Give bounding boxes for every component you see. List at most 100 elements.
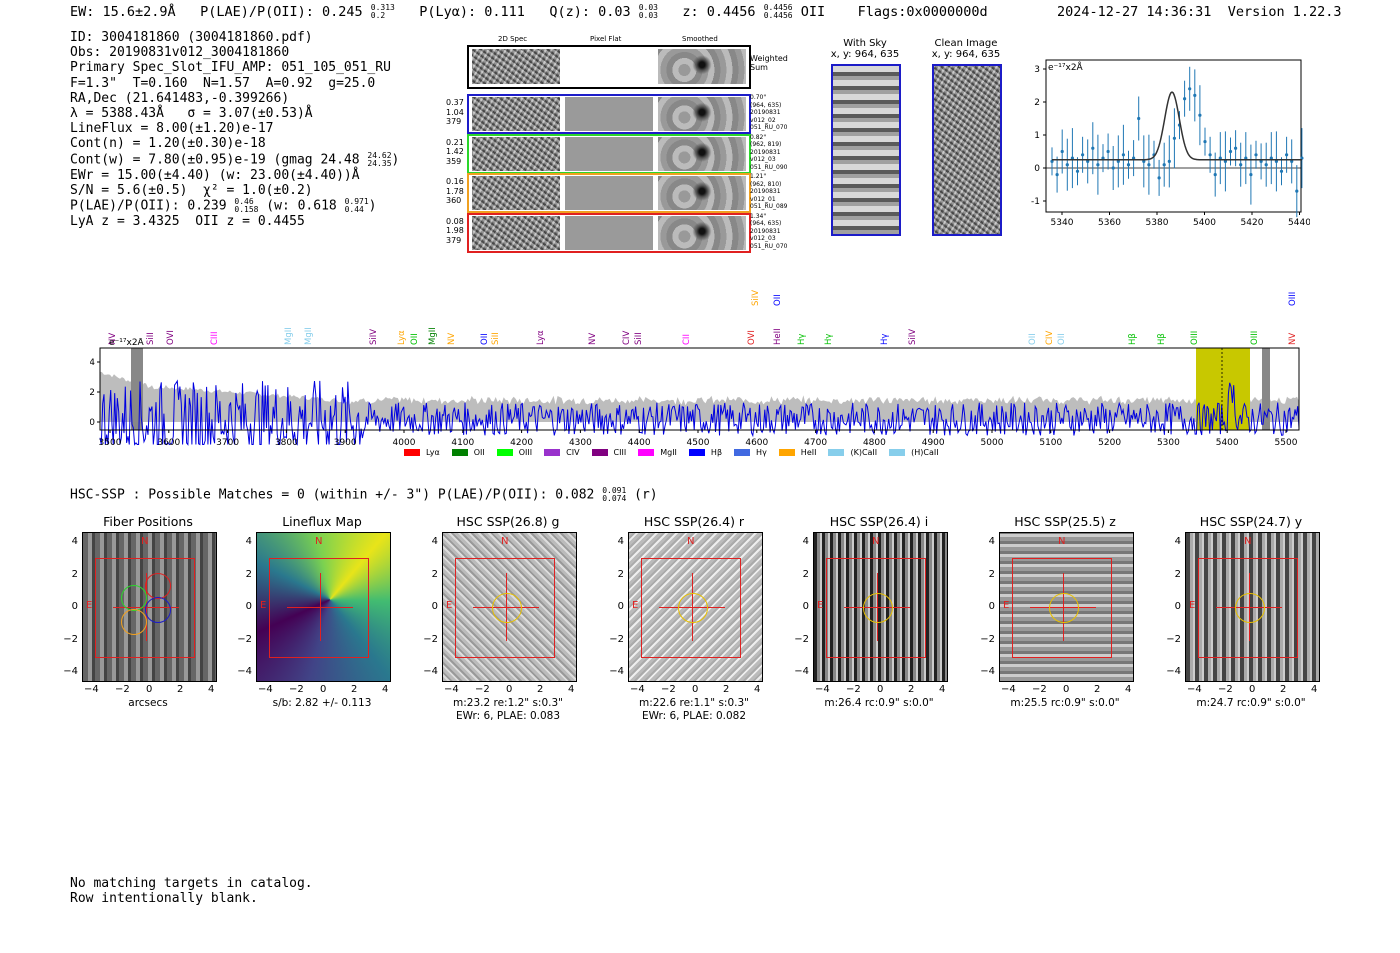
full-xtick-label: 4200 bbox=[510, 438, 533, 448]
east-label: E bbox=[1189, 600, 1196, 611]
hsc-panel-image-1: N E bbox=[256, 532, 391, 682]
cutout-left-meta-0: 0.37 1.04 379 bbox=[446, 98, 464, 126]
legend-entry: Hγ bbox=[734, 448, 767, 457]
hsc-x-axis-1: −4 −2 0 2 4 bbox=[258, 684, 389, 695]
full-ytick-label: 4 bbox=[90, 358, 95, 368]
cutout-flat-2 bbox=[565, 176, 653, 210]
legend-swatch bbox=[778, 449, 795, 456]
zoom-point bbox=[1091, 146, 1095, 150]
hsc-summary: HSC-SSP : Possible Matches = 0 (within +… bbox=[70, 486, 658, 503]
zoom-point bbox=[1142, 159, 1146, 163]
hsc-panel-title-4: HSC SSP(26.4) i bbox=[829, 514, 929, 529]
plaew-hi: 0.971 bbox=[344, 197, 369, 207]
full-xtick-label: 5300 bbox=[1157, 438, 1180, 448]
col-smooth-label: Smoothed bbox=[682, 35, 718, 43]
hsc-caption-0: arcsecs bbox=[128, 697, 168, 709]
z-value: z: 0.4456 bbox=[682, 4, 756, 20]
hsc-x-axis-3: −4 −2 0 2 4 bbox=[630, 684, 761, 695]
z-lo: 0.4456 bbox=[763, 11, 793, 20]
fiber-circle bbox=[145, 597, 171, 623]
timestamp-block: 2024-12-27 14:36:31 Version 1.22.3 bbox=[1057, 4, 1342, 20]
north-label: N bbox=[872, 536, 880, 547]
plya-value: P(Lyα): 0.111 bbox=[419, 4, 525, 20]
legend-swatch bbox=[889, 449, 906, 456]
timestamp: 2024-12-27 14:36:31 bbox=[1057, 4, 1212, 20]
hsc-x-axis-5: −4 −2 0 2 4 bbox=[1001, 684, 1132, 695]
hsc-panel-image-2: N E bbox=[442, 532, 577, 682]
zoom-point bbox=[1290, 159, 1294, 163]
info-contw: Cont(w) = 7.80(±0.95)e-19 (gmag 24.48 24… bbox=[70, 150, 400, 168]
east-label: E bbox=[817, 600, 824, 611]
zoom-point bbox=[1111, 166, 1115, 170]
weighted-sum-row bbox=[467, 45, 751, 89]
fiber-circle bbox=[121, 609, 147, 635]
north-label: N bbox=[501, 536, 509, 547]
full-xtick-label: 5000 bbox=[981, 438, 1004, 448]
zoom-spectrum-chart: 3 2 1 0 -1 5340 5360 5380 5400 5420 5440 e⁻¹⁷x2Å bbox=[1031, 59, 1310, 228]
full-xtick-label: 4400 bbox=[628, 438, 651, 448]
aperture-box bbox=[455, 558, 555, 658]
with-sky-image bbox=[831, 64, 901, 236]
col-2dspec-label: 2D Spec bbox=[498, 35, 528, 43]
plae-header: P(LAE)/P(OII): 0.245 bbox=[200, 4, 363, 20]
zoom-point bbox=[1137, 116, 1141, 121]
legend-entry: MgII bbox=[638, 448, 677, 457]
cutout-right-meta-1: 0.82" (962, 819) 20190831 v012_03 051_RU_090 bbox=[750, 133, 788, 171]
zoom-error-bars bbox=[1050, 66, 1304, 218]
north-label: N bbox=[687, 536, 695, 547]
north-label: N bbox=[1058, 536, 1066, 547]
full-flux-line bbox=[99, 379, 1300, 446]
weighted-2d-image bbox=[472, 49, 560, 84]
zoom-point bbox=[1223, 159, 1227, 163]
zoom-point bbox=[1259, 159, 1263, 163]
cutout-2d-1 bbox=[472, 136, 560, 171]
zoom-point bbox=[1198, 113, 1202, 117]
zoom-point bbox=[1269, 156, 1273, 160]
full-xtick-label: 4100 bbox=[451, 438, 474, 448]
full-x-ticks: 3500 3600 3700 3800 3900 4000 4100 4200 4300 4400… bbox=[99, 430, 1298, 448]
zoom-fit-curve bbox=[1052, 91, 1302, 161]
zoom-point bbox=[1213, 173, 1217, 177]
hsc-caption-2: m:23.2 re:1.2" s:0.3" bbox=[453, 697, 563, 709]
cutout-row-0 bbox=[467, 94, 751, 134]
hsc-panel-image-6: N E bbox=[1185, 532, 1320, 682]
info-obs: Obs: 20190831v012_3004181860 bbox=[70, 45, 290, 61]
qz-hi: 0.03 bbox=[638, 3, 658, 12]
cutout-smooth-2 bbox=[658, 176, 746, 210]
masked-region-right bbox=[1262, 348, 1270, 430]
full-xtick-label: 5200 bbox=[1098, 438, 1121, 448]
crosshair-h bbox=[287, 607, 353, 608]
full-ytick-label: 2 bbox=[90, 388, 95, 398]
legend-entry: CIV bbox=[544, 448, 580, 457]
cutout-smooth-3 bbox=[658, 215, 746, 250]
zoom-point bbox=[1167, 159, 1171, 163]
legend-swatch bbox=[544, 449, 561, 456]
zoom-point bbox=[1218, 156, 1222, 160]
hsc-caption2-3: EWr: 6, PLAE: 0.082 bbox=[641, 710, 747, 722]
source-circle bbox=[492, 593, 522, 623]
legend-swatch bbox=[734, 449, 751, 456]
zoom-point bbox=[1157, 176, 1161, 180]
full-xtick-label: 3700 bbox=[216, 438, 239, 448]
zoom-point bbox=[1244, 156, 1248, 160]
header-bar: EW: 15.6±2.9Å P(LAE)/P(OII): 0.245 0.313… bbox=[70, 3, 988, 21]
hsc-panel-title-0: Fiber Positions bbox=[103, 514, 193, 529]
zoom-point bbox=[1096, 163, 1100, 167]
plaew-lo: 0.44 bbox=[344, 205, 364, 215]
source-circle bbox=[863, 593, 893, 623]
zoom-ytick-label: -1 bbox=[1031, 197, 1040, 207]
cutout-right-meta-0: 0.70" (964, 635) 20190831 v012_02 051_RU_070 bbox=[750, 94, 788, 131]
aperture-box bbox=[826, 558, 926, 658]
hsc-x-axis-2: −4 −2 0 2 4 bbox=[444, 684, 575, 695]
cutout-left-meta-3: 0.08 1.98 379 bbox=[446, 216, 464, 245]
legend-swatch bbox=[591, 449, 608, 456]
full-error-band bbox=[100, 371, 1299, 422]
z-hi: 0.4456 bbox=[763, 3, 793, 12]
full-xtick-label: 4500 bbox=[687, 438, 710, 448]
hsc-panel-title-6: HSC SSP(24.7) y bbox=[1199, 514, 1303, 529]
hsc-panel-title-5: HSC SSP(25.5) z bbox=[1014, 514, 1116, 529]
zoom-point bbox=[1065, 163, 1069, 167]
full-y-ticks: 4 2 0 bbox=[90, 358, 100, 428]
zoom-point bbox=[1086, 159, 1090, 163]
hsc-caption-4: m:26.4 rc:0.9" s:0.0" bbox=[824, 697, 934, 709]
